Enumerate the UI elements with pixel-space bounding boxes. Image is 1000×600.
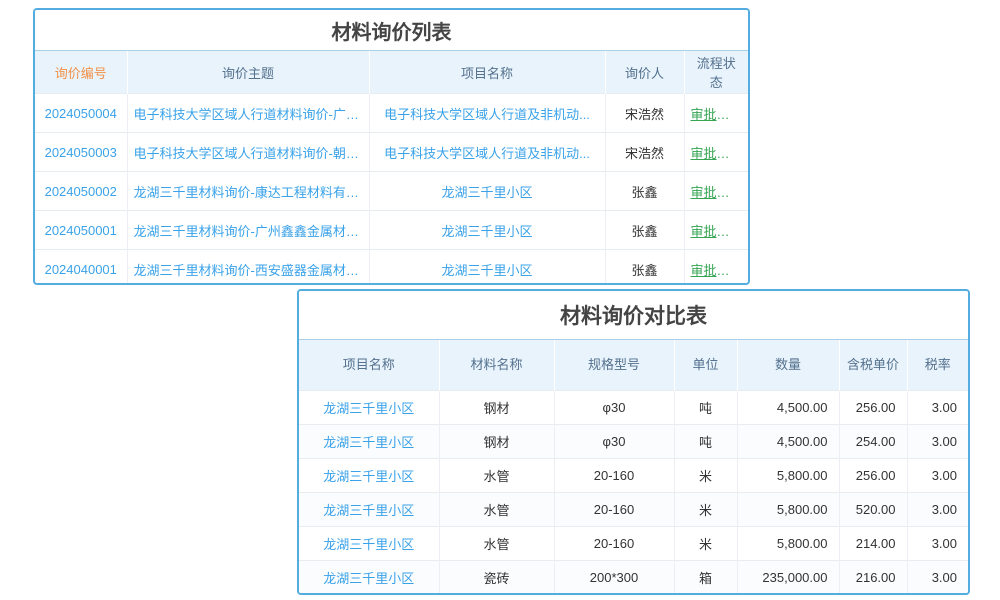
table-row: 龙湖三千里小区 瓷砖 200*300 箱 235,000.00 216.00 3… xyxy=(299,559,968,593)
tax-rate: 3.00 xyxy=(907,423,968,458)
project-name-link[interactable]: 龙湖三千里小区 xyxy=(299,559,440,593)
project-name-link[interactable]: 龙湖三千里小区 xyxy=(369,171,606,211)
col-header-inquirer: 询价人 xyxy=(605,51,685,94)
unit: 米 xyxy=(674,457,738,492)
inquiry-no-link[interactable]: 2024050002 xyxy=(35,171,128,211)
inquiry-no-link[interactable]: 2024050003 xyxy=(35,132,128,172)
tax-rate: 3.00 xyxy=(907,389,968,424)
col-header-tax-incl-price: 含税单价 xyxy=(839,340,908,390)
table-row: 2024050003 电子科技大学区域人行道材料询价-朝阳... 电子科技大学区… xyxy=(35,132,748,172)
spec-model: 20-160 xyxy=(554,525,675,560)
material-name: 钢材 xyxy=(439,389,555,424)
inquiry-no-link[interactable]: 2024040001 xyxy=(35,249,128,283)
inquiry-subject-link[interactable]: 龙湖三千里材料询价-西安盛器金属材料... xyxy=(127,249,370,283)
tax-rate: 3.00 xyxy=(907,559,968,593)
inquirer-name: 张鑫 xyxy=(605,210,685,250)
quantity: 235,000.00 xyxy=(737,559,840,593)
col-header-tax-rate: 税率 xyxy=(907,340,968,390)
quantity: 4,500.00 xyxy=(737,423,840,458)
table-row: 龙湖三千里小区 钢材 φ30 吨 4,500.00 254.00 3.00 xyxy=(299,423,968,458)
col-header-unit: 单位 xyxy=(674,340,738,390)
project-name-link[interactable]: 龙湖三千里小区 xyxy=(299,491,440,526)
inquiry-subject-link[interactable]: 电子科技大学区域人行道材料询价-广西... xyxy=(127,93,370,133)
unit: 米 xyxy=(674,525,738,560)
inquirer-name: 张鑫 xyxy=(605,249,685,283)
comparison-panel: 材料询价对比表 项目名称 材料名称 规格型号 单位 数量 含税单价 税率 龙湖三… xyxy=(297,289,970,595)
status-link[interactable]: 审批通过 xyxy=(684,93,748,133)
table-row: 2024050002 龙湖三千里材料询价-康达工程材料有限... 龙湖三千里小区… xyxy=(35,171,748,211)
material-name: 瓷砖 xyxy=(439,559,555,593)
col-header-spec-model: 规格型号 xyxy=(554,340,675,390)
table-row: 2024050001 龙湖三千里材料询价-广州鑫鑫金属材料... 龙湖三千里小区… xyxy=(35,210,748,250)
project-name-link[interactable]: 龙湖三千里小区 xyxy=(299,457,440,492)
comparison-header-row: 项目名称 材料名称 规格型号 单位 数量 含税单价 税率 xyxy=(299,340,968,390)
col-header-flow-status: 流程状态 xyxy=(684,51,748,94)
col-header-inquiry-subject: 询价主题 xyxy=(127,51,370,94)
project-name-link[interactable]: 龙湖三千里小区 xyxy=(369,210,606,250)
tax-rate: 3.00 xyxy=(907,457,968,492)
inquirer-name: 宋浩然 xyxy=(605,132,685,172)
project-name-link[interactable]: 龙湖三千里小区 xyxy=(299,423,440,458)
spec-model: 200*300 xyxy=(554,559,675,593)
unit: 米 xyxy=(674,491,738,526)
unit: 箱 xyxy=(674,559,738,593)
tax-rate: 3.00 xyxy=(907,525,968,560)
tax-incl-price: 216.00 xyxy=(839,559,908,593)
tax-rate: 3.00 xyxy=(907,491,968,526)
quantity: 5,800.00 xyxy=(737,491,840,526)
inquirer-name: 张鑫 xyxy=(605,171,685,211)
spec-model: φ30 xyxy=(554,423,675,458)
project-name-link[interactable]: 电子科技大学区域人行道及非机动... xyxy=(369,93,606,133)
material-name: 水管 xyxy=(439,525,555,560)
tax-incl-price: 520.00 xyxy=(839,491,908,526)
status-link[interactable]: 审批通过 xyxy=(684,210,748,250)
tax-incl-price: 256.00 xyxy=(839,389,908,424)
comparison-table: 项目名称 材料名称 规格型号 单位 数量 含税单价 税率 龙湖三千里小区 钢材 … xyxy=(299,340,968,593)
inquiry-list-panel: 材料询价列表 询价编号 询价主题 项目名称 询价人 流程状态 202405000… xyxy=(33,8,750,285)
spec-model: φ30 xyxy=(554,389,675,424)
table-row: 2024040001 龙湖三千里材料询价-西安盛器金属材料... 龙湖三千里小区… xyxy=(35,249,748,283)
inquirer-name: 宋浩然 xyxy=(605,93,685,133)
inquiry-list-table: 询价编号 询价主题 项目名称 询价人 流程状态 2024050004 电子科技大… xyxy=(35,51,748,283)
table-row: 2024050004 电子科技大学区域人行道材料询价-广西... 电子科技大学区… xyxy=(35,93,748,133)
quantity: 5,800.00 xyxy=(737,457,840,492)
status-link[interactable]: 审批通过 xyxy=(684,132,748,172)
material-name: 水管 xyxy=(439,457,555,492)
status-link[interactable]: 审批通过 xyxy=(684,249,748,283)
inquiry-no-link[interactable]: 2024050001 xyxy=(35,210,128,250)
table-row: 龙湖三千里小区 水管 20-160 米 5,800.00 520.00 3.00 xyxy=(299,491,968,526)
inquiry-subject-link[interactable]: 龙湖三千里材料询价-康达工程材料有限... xyxy=(127,171,370,211)
table-row: 龙湖三千里小区 水管 20-160 米 5,800.00 256.00 3.00 xyxy=(299,457,968,492)
col-header-project-name: 项目名称 xyxy=(369,51,606,94)
spec-model: 20-160 xyxy=(554,491,675,526)
quantity: 5,800.00 xyxy=(737,525,840,560)
tax-incl-price: 256.00 xyxy=(839,457,908,492)
col-header-project-name: 项目名称 xyxy=(299,340,440,390)
comparison-title: 材料询价对比表 xyxy=(299,291,968,340)
unit: 吨 xyxy=(674,389,738,424)
inquiry-list-header-row: 询价编号 询价主题 项目名称 询价人 流程状态 xyxy=(35,51,748,94)
col-header-quantity: 数量 xyxy=(737,340,840,390)
inquiry-subject-link[interactable]: 龙湖三千里材料询价-广州鑫鑫金属材料... xyxy=(127,210,370,250)
inquiry-no-link[interactable]: 2024050004 xyxy=(35,93,128,133)
status-link[interactable]: 审批通过 xyxy=(684,171,748,211)
quantity: 4,500.00 xyxy=(737,389,840,424)
table-row: 龙湖三千里小区 水管 20-160 米 5,800.00 214.00 3.00 xyxy=(299,525,968,560)
project-name-link[interactable]: 龙湖三千里小区 xyxy=(299,525,440,560)
project-name-link[interactable]: 龙湖三千里小区 xyxy=(369,249,606,283)
tax-incl-price: 214.00 xyxy=(839,525,908,560)
col-header-inquiry-no: 询价编号 xyxy=(35,51,128,94)
table-row: 龙湖三千里小区 钢材 φ30 吨 4,500.00 256.00 3.00 xyxy=(299,389,968,424)
project-name-link[interactable]: 电子科技大学区域人行道及非机动... xyxy=(369,132,606,172)
inquiry-subject-link[interactable]: 电子科技大学区域人行道材料询价-朝阳... xyxy=(127,132,370,172)
inquiry-list-title: 材料询价列表 xyxy=(35,10,748,51)
material-name: 水管 xyxy=(439,491,555,526)
project-name-link[interactable]: 龙湖三千里小区 xyxy=(299,389,440,424)
unit: 吨 xyxy=(674,423,738,458)
col-header-material-name: 材料名称 xyxy=(439,340,555,390)
tax-incl-price: 254.00 xyxy=(839,423,908,458)
spec-model: 20-160 xyxy=(554,457,675,492)
material-name: 钢材 xyxy=(439,423,555,458)
